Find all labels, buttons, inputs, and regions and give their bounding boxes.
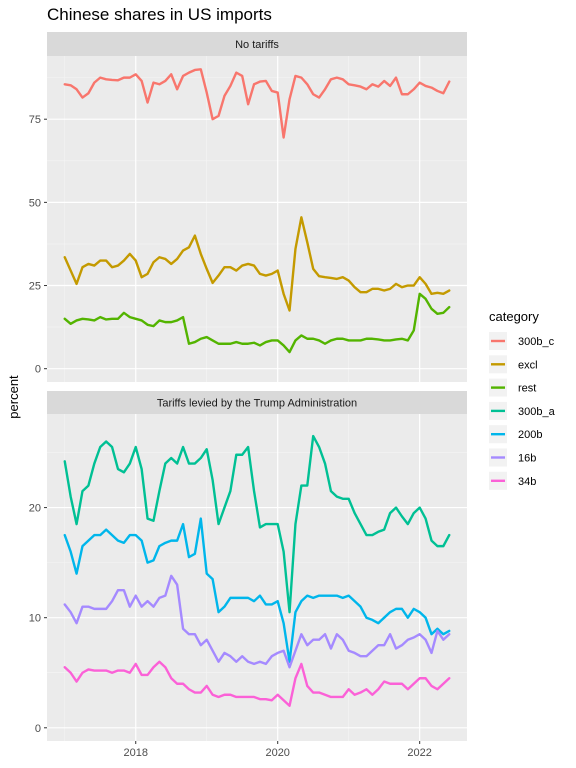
legend-item-300b_c: 300b_c: [489, 332, 555, 350]
legend-label: 16b: [518, 453, 536, 465]
y-tick-label: 75: [29, 114, 41, 126]
legend-label: rest: [518, 383, 536, 395]
y-axis-title: percent: [6, 375, 21, 419]
legend-item-300b_a: 300b_a: [489, 401, 556, 420]
legend-label: 300b_c: [518, 336, 555, 348]
legend-item-16b: 16b: [489, 448, 536, 467]
facet-panels: No tariffs 0 25 50 75 Tariffs levied by the T…: [29, 32, 467, 759]
panel-1: No tariffs 0 25 50 75: [29, 32, 467, 382]
series-line-excl: [63, 216, 451, 312]
facet-strip: [47, 391, 467, 414]
series-line-34b: [63, 660, 451, 707]
series-line-300b_c: [63, 68, 451, 139]
facet-strip-label: No tariffs: [235, 39, 279, 51]
y-tick-label: 20: [29, 503, 41, 515]
chart-title: Chinese shares in US imports: [47, 5, 272, 24]
legend-label: 300b_a: [518, 406, 556, 418]
legend-title: category: [489, 309, 539, 324]
legend-item-rest: rest: [489, 378, 536, 397]
panel-background: [47, 56, 467, 382]
legend-label: 200b: [518, 429, 542, 441]
legend-item-200b: 200b: [489, 425, 542, 444]
y-tick-label: 50: [29, 197, 41, 209]
series-line-200b: [63, 517, 451, 663]
series-line-300b_a: [63, 434, 451, 614]
y-tick-label: 25: [29, 281, 41, 293]
facet-strip: [47, 32, 467, 56]
y-tick-label: 0: [35, 723, 41, 735]
x-tick-label: 2020: [265, 747, 289, 759]
legend-item-excl: excl: [489, 355, 538, 374]
legend-item-34b: 34b: [489, 471, 536, 490]
legend-label: 34b: [518, 476, 536, 488]
x-tick-label: 2018: [123, 747, 147, 759]
x-tick-label: 2022: [407, 747, 431, 759]
y-tick-label: 10: [29, 613, 41, 625]
facet-strip-label: Tariffs levied by the Trump Administrati…: [157, 398, 357, 410]
panel-background: [47, 414, 467, 741]
legend-label: excl: [518, 359, 538, 371]
panel-2: Tariffs levied by the Trump Administrati…: [29, 391, 467, 759]
series-line-16b: [63, 574, 451, 669]
series-line-rest: [63, 292, 451, 354]
y-tick-label: 0: [35, 364, 41, 376]
